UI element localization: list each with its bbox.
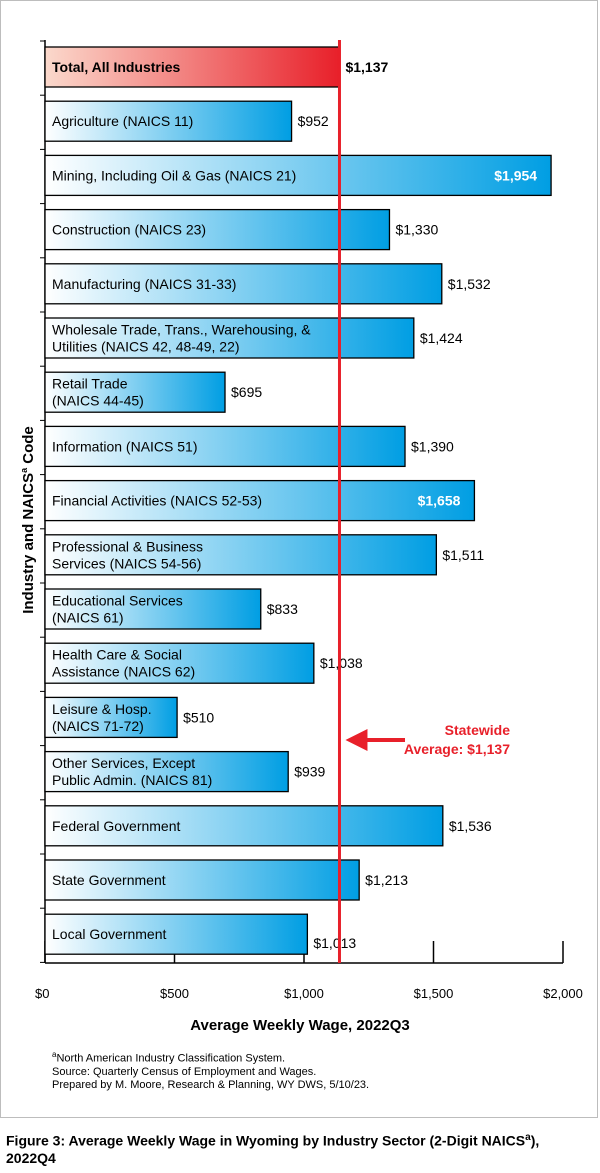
bar	[44, 588, 262, 630]
category-label: Federal Government	[52, 818, 181, 834]
bar	[44, 371, 226, 413]
category-label: (NAICS 61)	[52, 610, 124, 626]
value-label: $510	[183, 709, 214, 725]
x-tick-label: $1,000	[284, 986, 324, 1001]
bar	[44, 750, 289, 793]
bar	[44, 208, 391, 251]
bar-chart: $0 $500 $1,000 $1,500 $2,000 Total, All Indu…	[35, 40, 583, 1001]
category-label: Services (NAICS 54-56)	[52, 555, 201, 571]
bar	[44, 100, 293, 142]
bar	[44, 859, 360, 901]
category-label: Leisure & Hosp.	[52, 701, 152, 717]
footnotes: aNorth American Industry Classification …	[52, 1048, 369, 1092]
footnote-marker: a	[52, 1050, 57, 1059]
value-label: $1,013	[313, 935, 356, 951]
x-tick-label: $2,000	[543, 986, 583, 1001]
category-label: Total, All Industries	[52, 59, 181, 75]
value-label: $1,536	[449, 818, 492, 834]
x-tick-label: $0	[35, 986, 49, 1001]
value-label: $1,424	[420, 330, 463, 346]
category-label: Agriculture (NAICS 11)	[52, 113, 193, 129]
statewide-average-annotation: Statewide	[445, 722, 511, 738]
category-label: Professional & Business	[52, 538, 203, 554]
bar	[44, 154, 552, 197]
value-label: $1,511	[442, 547, 484, 563]
value-label: $1,658	[418, 493, 461, 509]
value-label: $695	[231, 384, 262, 400]
x-tick-label: $1,500	[414, 986, 454, 1001]
x-axis-title: Average Weekly Wage, 2022Q3	[190, 1017, 410, 1034]
value-label: $1,532	[448, 276, 491, 292]
bar	[44, 425, 406, 468]
category-label: (NAICS 44-45)	[52, 393, 144, 409]
y-axis-title: Industry and NAICSa Code	[19, 426, 37, 614]
bar	[44, 913, 309, 955]
value-label: $1,213	[365, 872, 408, 888]
category-label: Wholesale Trade, Trans., Warehousing, &	[52, 322, 311, 338]
figure-caption: Figure 3: Average Weekly Wage in Wyoming…	[6, 1132, 540, 1166]
value-label: $1,137	[345, 59, 388, 75]
bar	[44, 642, 315, 684]
bar	[44, 805, 444, 847]
value-label: $833	[267, 601, 298, 617]
category-label: Mining, Including Oil & Gas (NAICS 21)	[52, 167, 296, 183]
footnote-credit: Prepared by M. Moore, Research & Plannin…	[52, 1078, 370, 1091]
bar	[44, 534, 437, 576]
statewide-average-annotation: Average: $1,137	[404, 741, 510, 757]
bar	[44, 46, 341, 88]
category-label: Financial Activities (NAICS 52-53)	[52, 493, 262, 509]
category-label: Information (NAICS 51)	[52, 438, 198, 454]
bar	[44, 263, 443, 305]
value-label: $1,954	[494, 167, 537, 183]
x-tick-label: $500	[160, 986, 189, 1001]
y-axis-title-marker: a	[19, 467, 29, 473]
value-label: $952	[298, 113, 329, 129]
category-label: Public Admin. (NAICS 81)	[52, 772, 212, 788]
category-label: Manufacturing (NAICS 31-33)	[52, 276, 236, 292]
category-label: Local Government	[52, 926, 167, 942]
arrow-head	[345, 729, 368, 751]
category-label: Utilities (NAICS 42, 48-49, 22)	[52, 339, 240, 355]
category-label: Other Services, Except	[52, 755, 195, 771]
category-label: Retail Trade	[52, 376, 128, 392]
category-label: (NAICS 71-72)	[52, 718, 144, 734]
category-label: Assistance (NAICS 62)	[52, 664, 195, 680]
category-label: Educational Services	[52, 593, 183, 609]
bar	[44, 479, 476, 522]
category-label: Construction (NAICS 23)	[52, 222, 206, 238]
bar	[44, 696, 178, 739]
category-label: State Government	[52, 872, 166, 888]
bar	[44, 317, 415, 359]
footnote-source: Source: Quarterly Census of Employment a…	[52, 1065, 317, 1078]
value-label: $1,330	[395, 222, 438, 238]
value-label: $1,390	[411, 438, 454, 454]
value-label: $1,038	[320, 655, 363, 671]
category-label: Health Care & Social	[52, 647, 182, 663]
footnote-definition: aNorth American Industry Classification …	[52, 1050, 286, 1065]
value-label: $939	[294, 764, 325, 780]
